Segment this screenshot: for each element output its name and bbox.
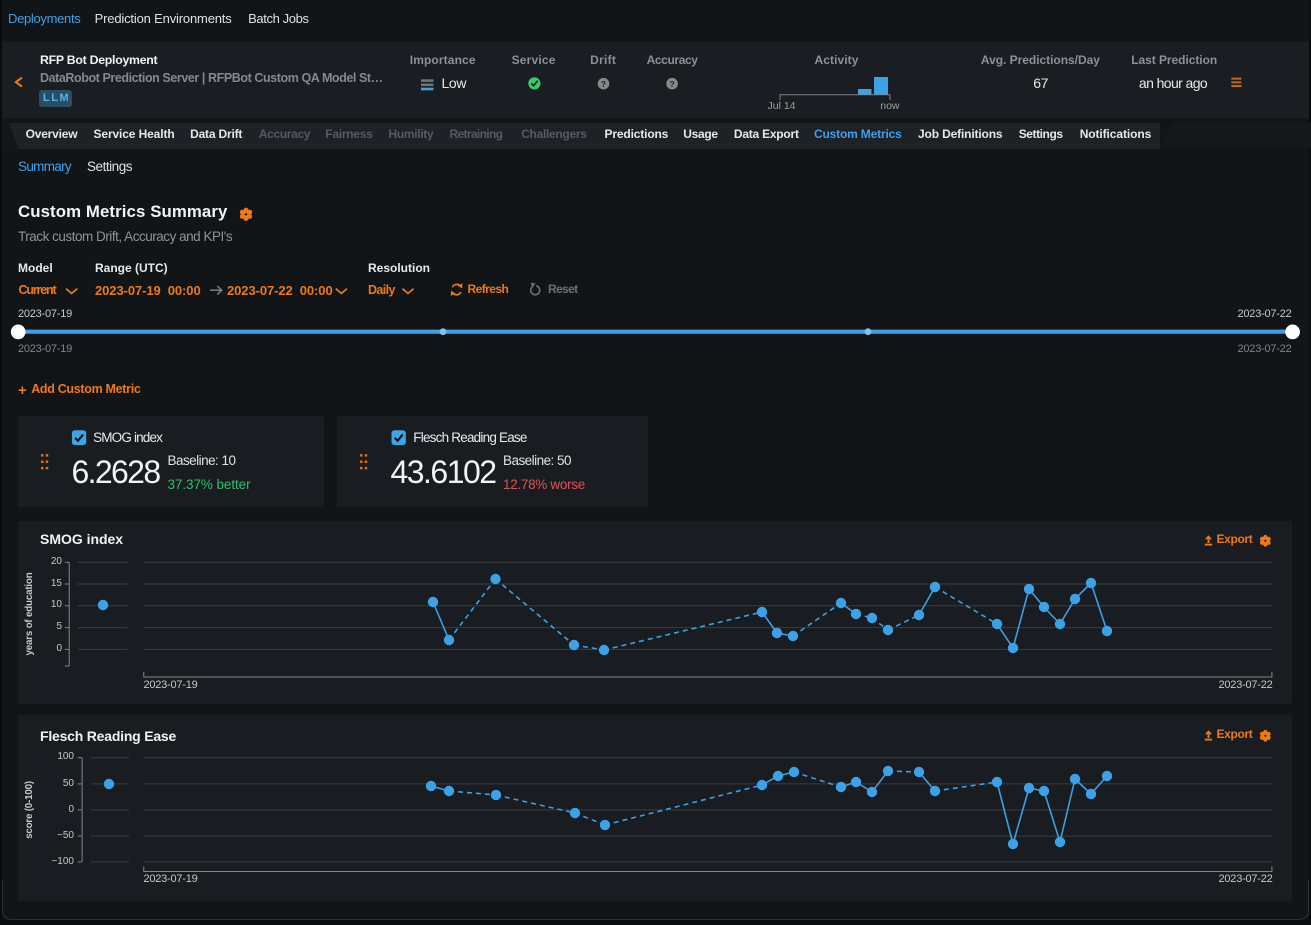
svg-text:?: ?	[669, 79, 674, 89]
svg-text:?: ?	[601, 79, 606, 89]
